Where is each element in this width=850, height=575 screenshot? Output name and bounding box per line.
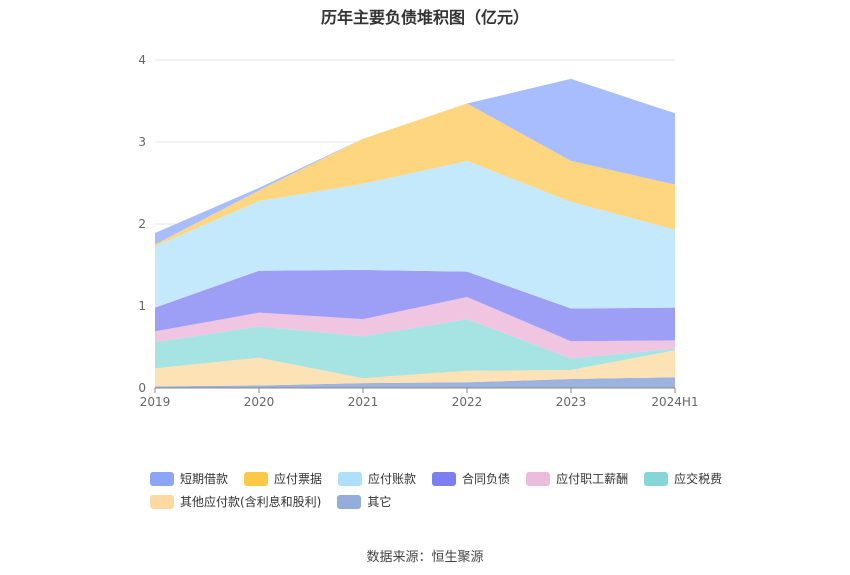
- legend-label: 应付票据: [274, 472, 323, 486]
- data-source: 数据来源：恒生聚源: [366, 550, 484, 565]
- x-tick-label: 2019: [140, 395, 171, 409]
- legend-swatch: [150, 494, 174, 509]
- legend-item[interactable]: 应付职工薪酬: [526, 470, 628, 487]
- legend-item[interactable]: 应付账款: [338, 470, 416, 487]
- legend-item[interactable]: 其他应付款(含利息和股利): [150, 493, 321, 510]
- legend-swatch: [150, 471, 174, 486]
- area-其它[interactable]: [155, 377, 675, 388]
- legend-item[interactable]: 合同负债: [432, 470, 510, 487]
- legend-label: 其它: [367, 495, 392, 509]
- stacked-area-chart: 0 1 2 3 4 2019 2020 2021 2022 2023 2024H1: [138, 53, 698, 409]
- legend-item[interactable]: 应付票据: [244, 470, 322, 487]
- area-其他应付款(含利息和股利)[interactable]: [155, 350, 675, 387]
- legend-item[interactable]: 应交税费: [644, 470, 722, 487]
- legend-label: 应付账款: [368, 472, 417, 486]
- legend-label: 短期借款: [180, 472, 229, 486]
- legend-swatch: [644, 471, 669, 486]
- area-应交税费[interactable]: [155, 319, 675, 379]
- area-series: [155, 78, 675, 388]
- area-合同负债[interactable]: [155, 269, 675, 342]
- legend-label: 应交税费: [674, 472, 723, 486]
- y-tick-label: 4: [138, 53, 146, 67]
- x-tick-label: 2020: [244, 395, 275, 409]
- legend-item[interactable]: 短期借款: [150, 470, 228, 487]
- legend-label: 合同负债: [462, 472, 511, 486]
- y-tick-label: 2: [138, 217, 146, 231]
- legend-swatch: [337, 494, 362, 509]
- chart-title: 历年主要负债堆积图（亿元）: [320, 8, 529, 27]
- area-应付账款[interactable]: [155, 160, 675, 309]
- y-tick-label: 3: [138, 135, 146, 149]
- y-tick-label: 1: [138, 299, 146, 313]
- legend-swatch: [526, 471, 551, 486]
- area-短期借款[interactable]: [155, 78, 675, 245]
- x-tick-label: 2023: [556, 395, 587, 409]
- legend-label: 其他应付款(含利息和股利): [180, 495, 322, 509]
- legend-item[interactable]: 其它: [337, 493, 391, 510]
- legend-swatch: [432, 471, 457, 486]
- x-tick-label: 2021: [348, 395, 379, 409]
- y-tick-label: 0: [138, 381, 146, 395]
- x-tick-label: 2024H1: [651, 395, 698, 409]
- legend-swatch: [244, 471, 269, 486]
- legend-label: 应付职工薪酬: [556, 472, 629, 486]
- area-应付职工薪酬[interactable]: [155, 297, 675, 359]
- legend: 短期借款 应付票据 应付账款 合同负债 应付职工薪酬 应交税费其他应付款(含利息和股利) 其…: [150, 470, 730, 510]
- area-应付票据[interactable]: [155, 103, 675, 247]
- axes: 0 1 2 3 4 2019 2020 2021 2022 2023 2024H1: [138, 53, 698, 409]
- legend-swatch: [338, 471, 363, 486]
- x-tick-label: 2022: [452, 395, 483, 409]
